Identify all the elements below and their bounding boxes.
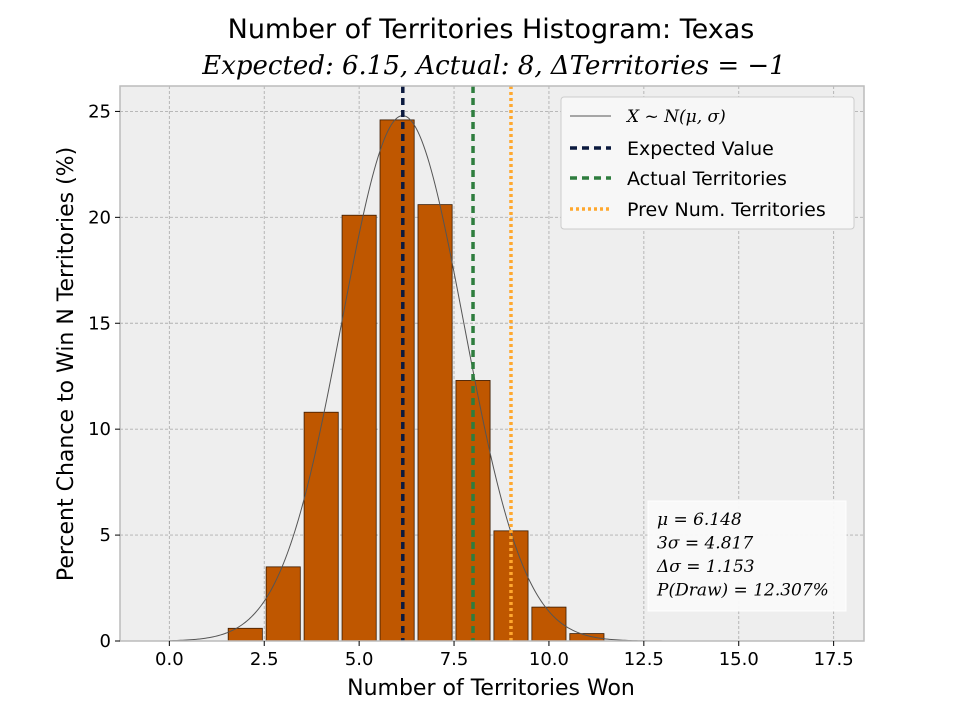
x-tick-label: 7.5 [440, 649, 469, 670]
histogram-bar [341, 214, 377, 642]
legend-label-3: Prev Num. Territories [627, 199, 826, 221]
legend-label-normal-curve: X ~ N(μ, σ) [625, 107, 726, 127]
stats-line: μ = 6.148 [657, 510, 742, 530]
plot-area: 0.0 2.5 5.0 7.5 10.0 12.5 15.0 17.5 0 5 10 15 20 25 X … [88, 85, 865, 670]
x-axis-label: Number of Territories Won [347, 676, 635, 701]
stats-line: 3σ = 4.817 [657, 534, 753, 554]
x-tick-label: 0.0 [155, 649, 184, 670]
x-tick-label: 12.5 [624, 649, 664, 670]
y-tick-label: 5 [100, 525, 111, 546]
chart-subtitle: Expected: 6.15, Actual: 8, ΔTerritories … [201, 51, 785, 81]
y-tick-label: 15 [88, 313, 111, 334]
legend-label-1: Expected Value [627, 138, 774, 160]
histogram-bar [417, 204, 453, 642]
x-tick-label: 2.5 [250, 649, 279, 670]
legend-box [560, 96, 855, 230]
histogram-bar [379, 119, 415, 642]
histogram-bar [265, 566, 301, 642]
histogram-bar [531, 606, 567, 642]
x-tick-label: 15.0 [719, 649, 759, 670]
y-tick-label: 25 [88, 101, 111, 122]
x-tick-label: 10.0 [529, 649, 569, 670]
legend-label-2: Actual Territories [627, 168, 787, 190]
stats-line: Δσ = 1.153 [656, 557, 755, 577]
x-tick-label: 5.0 [345, 649, 374, 670]
stats-line: P(Draw) = 12.307% [656, 581, 829, 601]
plot-frame [119, 85, 865, 642]
y-tick-label: 10 [88, 419, 111, 440]
stats-box [647, 500, 847, 612]
y-axis-label: Percent Chance to Win N Territories (%) [54, 147, 79, 581]
histogram-bar [569, 633, 605, 642]
y-tick-label: 20 [88, 207, 111, 228]
chart-title: Number of Territories Histogram: Texas [228, 14, 755, 45]
x-tick-label: 17.5 [814, 649, 854, 670]
y-tick-label: 0 [100, 631, 111, 652]
histogram-bar [303, 411, 339, 642]
